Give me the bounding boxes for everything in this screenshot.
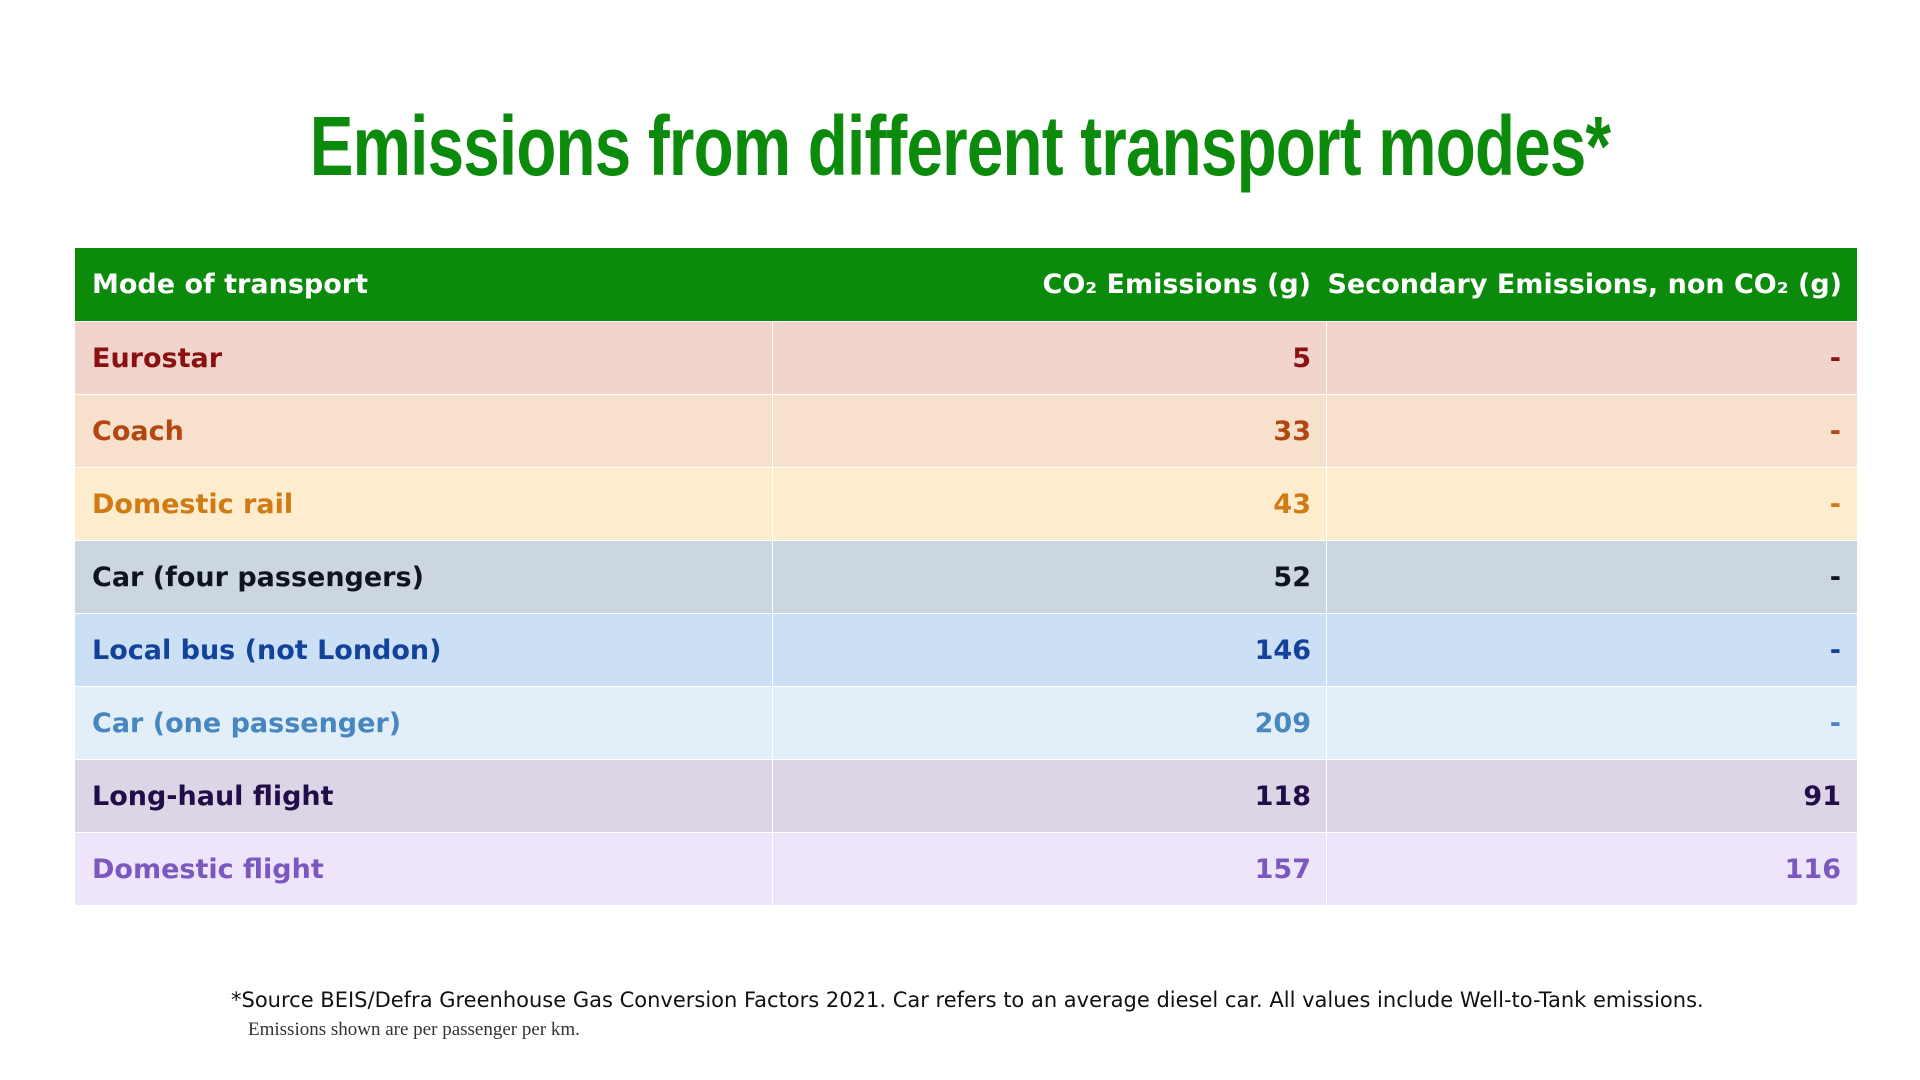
table-row: Domestic flight 157 116 — [75, 833, 1857, 906]
co2-value-cell: 118 — [772, 760, 1326, 832]
mode-cell: Domestic rail — [92, 488, 294, 520]
secondary-value-cell: - — [1326, 687, 1857, 759]
header-mode-of-transport: Mode of transport — [92, 269, 368, 300]
table-body: Eurostar 5- Coach 33- Domestic rail 43- Car (f… — [75, 322, 1857, 906]
co2-value-cell: 52 — [772, 541, 1326, 613]
mode-cell: Eurostar — [92, 342, 223, 374]
secondary-value-cell: - — [1326, 614, 1857, 686]
unit-footnote: Emissions shown are per passenger per km… — [248, 1019, 580, 1040]
header-secondary-emissions: Secondary Emissions, non CO₂ (g) — [1327, 269, 1842, 300]
mode-cell: Long-haul flight — [92, 780, 334, 812]
table-row: Domestic rail 43- — [75, 468, 1857, 541]
mode-cell: Domestic flight — [92, 853, 324, 885]
co2-value-cell: 5 — [772, 322, 1326, 394]
table-row: Car (four passengers) 52- — [75, 541, 1857, 614]
header-co2-emissions: CO₂ Emissions (g) — [1042, 269, 1311, 300]
emissions-table: Mode of transport CO₂ Emissions (g) Seco… — [75, 248, 1857, 906]
co2-value-cell: 157 — [772, 833, 1326, 905]
mode-cell: Local bus (not London) — [92, 634, 442, 666]
secondary-value-cell: - — [1326, 468, 1857, 540]
co2-value-cell: 146 — [772, 614, 1326, 686]
chart-title: Emissions from different transport modes… — [309, 99, 1611, 193]
secondary-value-cell: - — [1326, 395, 1857, 467]
table-row: Local bus (not London) 146- — [75, 614, 1857, 687]
mode-cell: Coach — [92, 415, 184, 447]
source-footnote: *Source BEIS/Defra Greenhouse Gas Conver… — [231, 988, 1704, 1012]
table-header-row: Mode of transport CO₂ Emissions (g) Seco… — [75, 248, 1857, 322]
co2-value-cell: 209 — [772, 687, 1326, 759]
table-row: Car (one passenger) 209- — [75, 687, 1857, 760]
co2-value-cell: 33 — [772, 395, 1326, 467]
table-row: Eurostar 5- — [75, 322, 1857, 395]
co2-value-cell: 43 — [772, 468, 1326, 540]
secondary-value-cell: - — [1326, 322, 1857, 394]
table-row: Coach 33- — [75, 395, 1857, 468]
secondary-value-cell: - — [1326, 541, 1857, 613]
secondary-value-cell: 116 — [1326, 833, 1857, 905]
table-row: Long-haul flight 118 91 — [75, 760, 1857, 833]
secondary-value-cell: 91 — [1326, 760, 1857, 832]
mode-cell: Car (four passengers) — [92, 561, 424, 593]
mode-cell: Car (one passenger) — [92, 707, 402, 739]
